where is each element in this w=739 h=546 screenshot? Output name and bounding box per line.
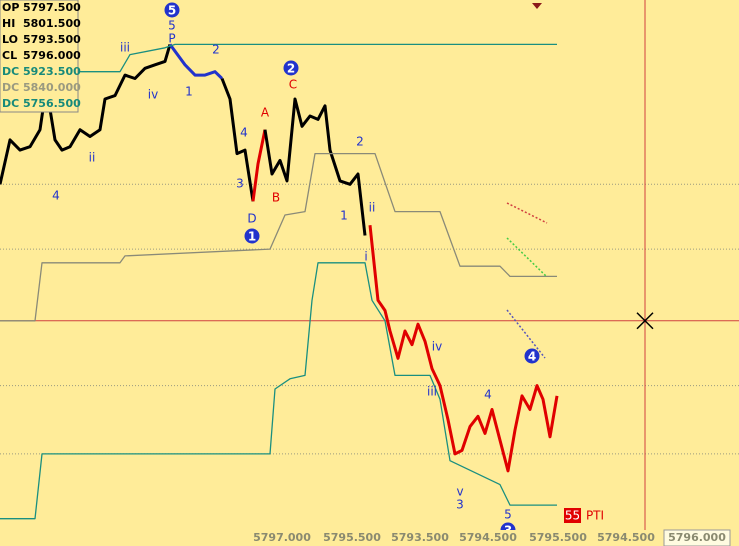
wave-label: 4: [240, 126, 248, 140]
x-tick-label: 5795.500: [323, 531, 381, 544]
trend-line: [506, 202, 548, 224]
channel-line: [0, 262, 557, 520]
x-tick-label: 5793.500: [391, 531, 449, 544]
wave-label: iii: [427, 385, 437, 399]
info-value: 5797.500: [23, 1, 81, 14]
wave-circle: [244, 228, 260, 244]
wave-label: v: [456, 485, 463, 499]
info-value: 5840.000: [23, 81, 81, 94]
wave-circle-label: 5: [168, 4, 176, 18]
x-axis-bar: [0, 530, 739, 546]
info-label: LO: [2, 33, 18, 46]
wave-label: B: [272, 191, 280, 205]
info-value: 5756.500: [23, 97, 81, 110]
badge-box: [564, 508, 581, 523]
x-tick-label: 5794.500: [597, 531, 655, 544]
wave-circle-label: 2: [287, 62, 295, 76]
info-panel-text: OP 5797.500 HI 5801.500 LO 5793.500 CL 5796.000…: [2, 1, 81, 110]
x-tick-label: 5795.500: [529, 531, 587, 544]
price-line: [263, 97, 367, 236]
info-label: CL: [2, 49, 17, 62]
wave-label: ii: [369, 201, 376, 215]
x-tick-label: 5797.000: [253, 531, 311, 544]
marker: [532, 3, 542, 9]
wave-label: iii: [120, 41, 130, 55]
wave-label: ii: [89, 151, 96, 165]
info-value: 5793.500: [23, 33, 81, 46]
wave-label: A: [261, 106, 270, 120]
info-value: 5796.000: [23, 49, 81, 62]
crosshair-cursor: [636, 312, 654, 330]
info-label: DC: [2, 65, 19, 78]
trend-line: [506, 237, 548, 278]
x-tick-label: 5796.000: [668, 531, 726, 544]
info-value: 5923.500: [23, 65, 81, 78]
wave-label: 3: [236, 177, 244, 191]
price-line: [0, 43, 172, 185]
x-tick-label: 5794.500: [459, 531, 517, 544]
wave-label: 2: [356, 135, 364, 149]
price-line: [251, 129, 267, 202]
wave-circle: [524, 348, 540, 364]
channel-line: [0, 152, 557, 322]
wave-circle: [283, 60, 299, 76]
wave-label: P: [168, 32, 175, 46]
wave-circle-label: 4: [528, 350, 536, 364]
wave-label: 5: [504, 508, 512, 522]
wave-label: 5: [168, 19, 176, 33]
wave-circle: [164, 2, 180, 18]
price-line: [220, 77, 255, 202]
wave-label: i: [364, 250, 367, 264]
info-panel: [0, 0, 79, 113]
x-cursor-label-box: [663, 529, 731, 546]
wave-label: iv: [432, 340, 442, 354]
info-value: 5801.500: [23, 17, 81, 30]
info-label: DC: [2, 97, 19, 110]
x-axis: 5797.000 5795.500 5793.500 5794.500 5795.500…: [253, 531, 726, 544]
wave-label: iv: [148, 88, 158, 102]
wave-label: 1: [185, 85, 193, 99]
wave-circle-label: 1: [248, 230, 256, 244]
info-label: HI: [2, 17, 15, 30]
wave-label: C: [289, 78, 297, 92]
wave-label: D: [247, 212, 256, 226]
wave-label: 4: [52, 189, 60, 203]
trend-lines: [506, 3, 548, 359]
price-line: [168, 43, 224, 80]
price-line: [368, 225, 559, 473]
info-label: OP: [2, 1, 19, 14]
wave-label: 1: [340, 209, 348, 223]
wave-label: 2: [212, 43, 220, 57]
wave-label: PTI: [586, 509, 604, 523]
wave-label: 4: [484, 388, 492, 402]
info-label: DC: [2, 81, 19, 94]
plot: [0, 43, 559, 520]
channel-line: [0, 43, 557, 73]
wave-label: 3: [456, 498, 464, 512]
badge: 55: [565, 509, 580, 523]
